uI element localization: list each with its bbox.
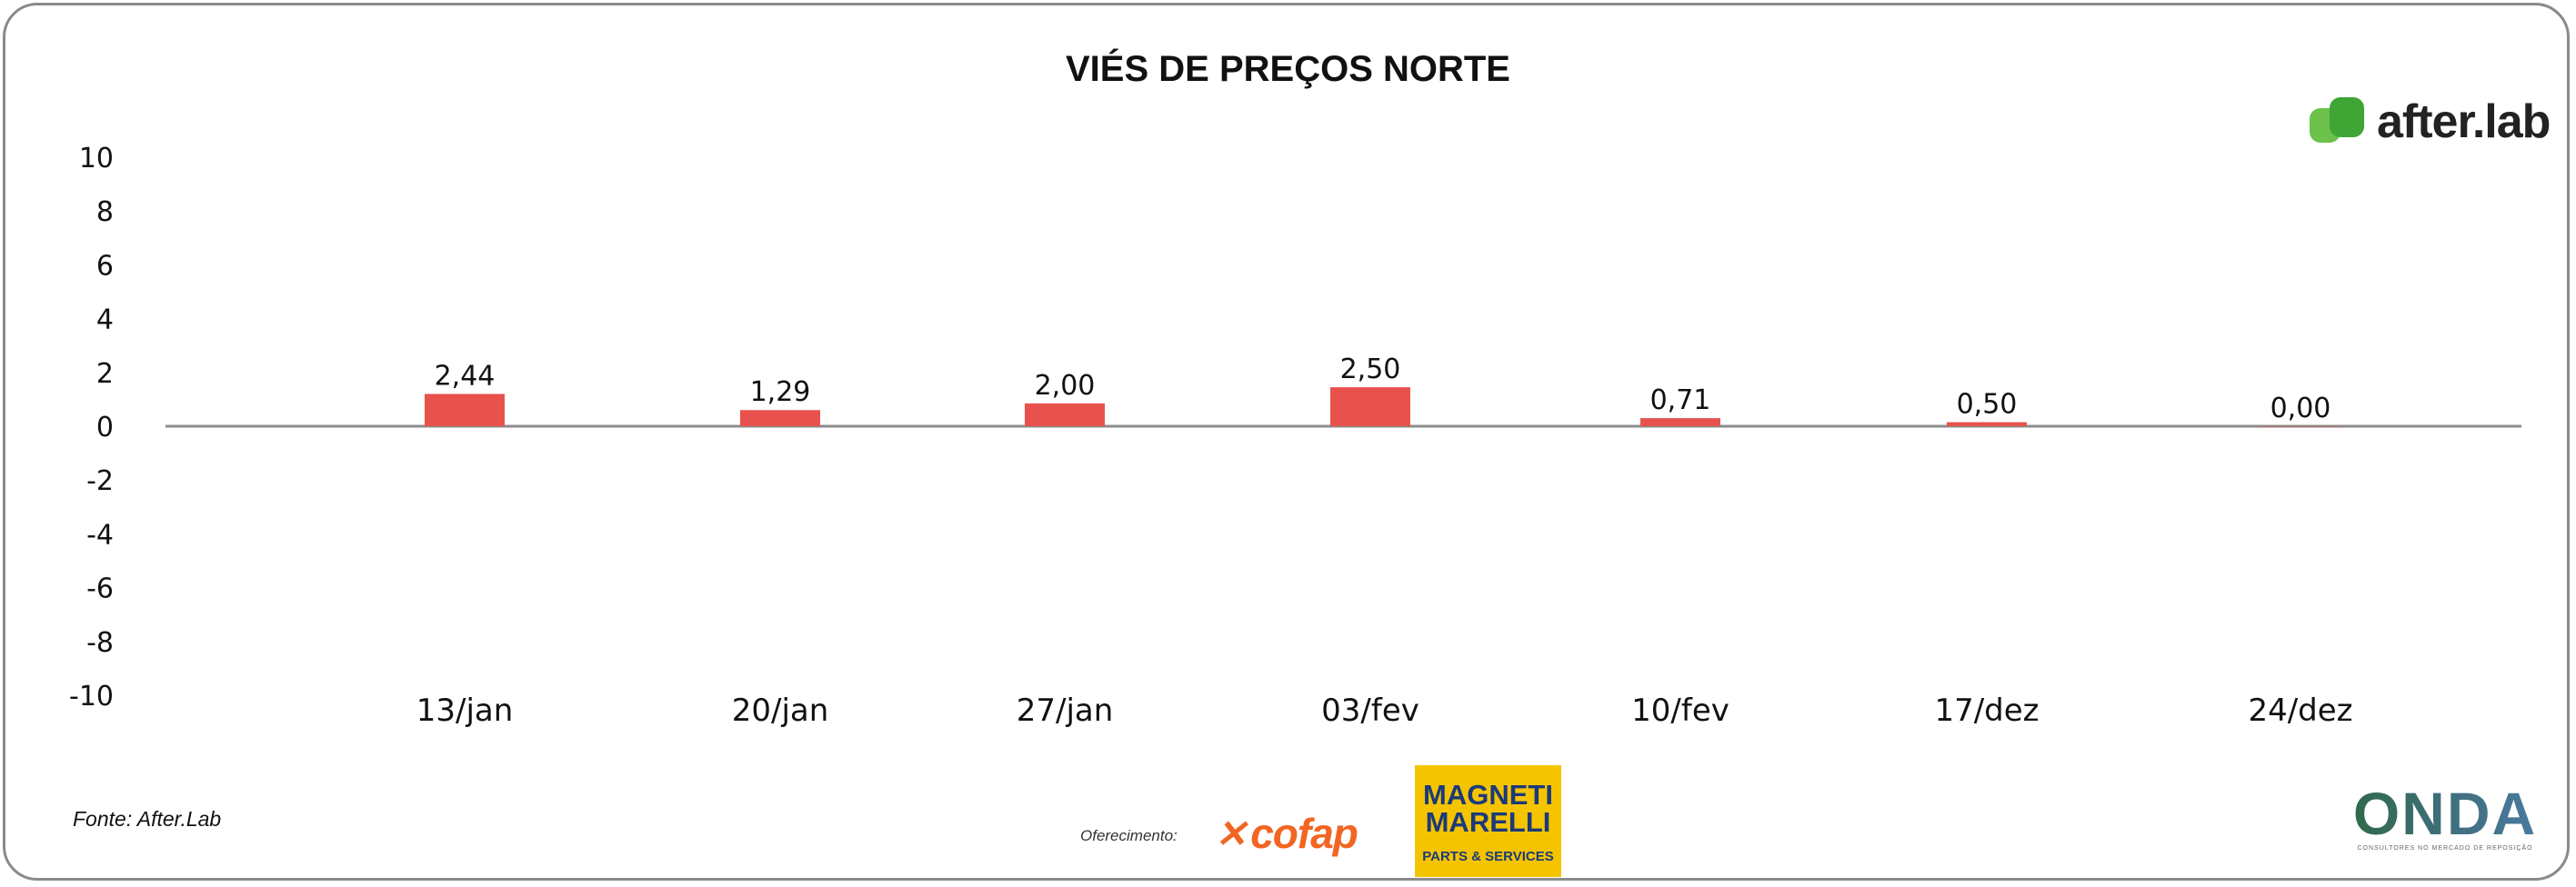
x-tick-label: 27/jan (1017, 693, 1114, 729)
data-label: 0,71 (1650, 384, 1711, 416)
bar (1947, 422, 2027, 426)
magneti-logo-subtitle: PARTS & SERVICES (1422, 849, 1554, 864)
y-tick-label: 10 (79, 143, 114, 174)
x-tick-label: 13/jan (416, 693, 514, 729)
cofap-chevron-icon: ✕ (1215, 812, 1248, 855)
x-tick-label: 20/jan (732, 693, 829, 729)
x-tick-label: 10/fev (1631, 693, 1729, 729)
data-label: 1,29 (750, 376, 811, 408)
bar (740, 410, 820, 426)
x-tick-label: 17/dez (1934, 693, 2039, 729)
y-tick-label: 0 (96, 412, 114, 444)
y-tick-label: -4 (86, 519, 114, 551)
data-label: 2,00 (1035, 370, 1096, 402)
data-label: 0,50 (1957, 389, 2018, 421)
sponsor-label: Oferecimento: (1080, 827, 1178, 844)
onda-logo-tagline: CONSULTORES NO MERCADO DE REPOSIÇÃO (2357, 845, 2533, 852)
x-tick-label: 24/dez (2248, 693, 2352, 729)
cofap-logo-text: cofap (1250, 810, 1358, 857)
y-tick-label: -2 (86, 465, 114, 497)
bar (2260, 426, 2340, 427)
y-tick-label: -8 (86, 627, 114, 659)
afterlab-logo-icon (2310, 95, 2368, 148)
chart-title: VIÉS DE PREÇOS NORTE (1066, 49, 1510, 89)
bar (425, 394, 505, 426)
bar (1640, 418, 1720, 426)
data-label: 2,50 (1340, 354, 1401, 385)
y-tick-label: -6 (86, 573, 114, 605)
data-label: 0,00 (2270, 393, 2331, 424)
magneti-logo-line1: MAGNETI (1423, 779, 1553, 811)
cofap-logo: ✕ cofap (1215, 809, 1358, 858)
bar (1025, 403, 1105, 426)
data-label: 2,44 (435, 360, 496, 392)
y-tick-label: 6 (96, 250, 114, 282)
y-tick-label: 2 (96, 358, 114, 390)
y-tick-label: -10 (69, 681, 114, 713)
magneti-marelli-logo: MAGNETI MARELLI PARTS & SERVICES (1415, 765, 1561, 877)
afterlab-logo-text: after.lab (2377, 95, 2551, 148)
x-tick-label: 03/fev (1321, 693, 1419, 729)
magneti-logo-line2: MARELLI (1425, 806, 1551, 838)
afterlab-logo: after.lab (2310, 95, 2551, 149)
onda-logo-text: ONDA (2352, 780, 2538, 847)
onda-logo: ONDA CONSULTORES NO MERCADO DE REPOSIÇÃO (2351, 783, 2539, 852)
y-tick-label: 4 (96, 304, 114, 336)
y-tick-label: 8 (96, 196, 114, 228)
bar (1330, 387, 1410, 426)
chart-frame (3, 3, 2570, 881)
source-note: Fonte: After.Lab (73, 807, 222, 831)
